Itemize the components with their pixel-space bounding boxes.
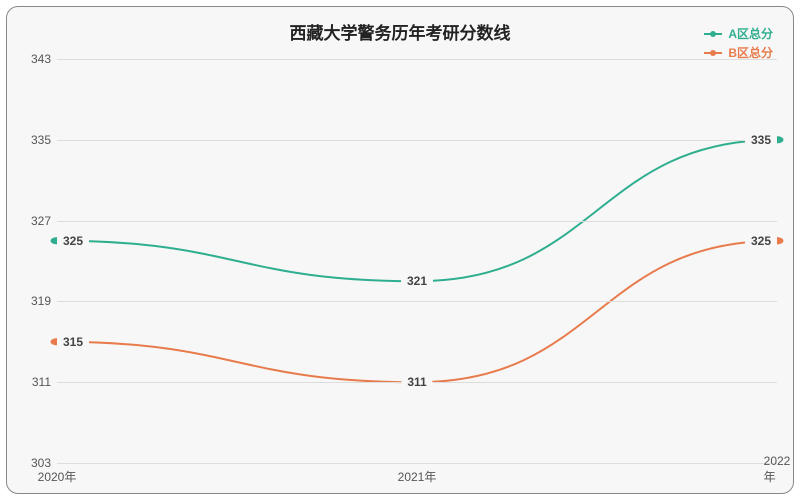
y-axis-label: 319 bbox=[19, 294, 51, 308]
grid-line bbox=[57, 301, 777, 302]
data-label: 315 bbox=[57, 334, 89, 350]
series-line-1 bbox=[57, 241, 777, 382]
data-label: 325 bbox=[745, 233, 777, 249]
chart-title: 西藏大学警务历年考研分数线 bbox=[290, 19, 511, 44]
plot-area: 3033113193273353432020年2021年2022年3253213… bbox=[57, 59, 777, 463]
y-axis-label: 343 bbox=[19, 52, 51, 66]
legend: A区总分 B区总分 bbox=[704, 25, 773, 63]
data-label: 335 bbox=[745, 132, 777, 148]
x-axis-label: 2022年 bbox=[764, 454, 791, 485]
legend-swatch-b bbox=[704, 52, 722, 54]
grid-line bbox=[57, 140, 777, 141]
data-label: 321 bbox=[401, 273, 433, 289]
line-svg bbox=[57, 59, 777, 463]
x-axis-label: 2020年 bbox=[38, 468, 77, 485]
data-label: 325 bbox=[57, 233, 89, 249]
y-axis-label: 311 bbox=[19, 375, 51, 389]
chart-container: 西藏大学警务历年考研分数线 A区总分 B区总分 3033113193273353… bbox=[0, 0, 800, 500]
legend-item-a: A区总分 bbox=[704, 25, 773, 42]
x-axis-label: 2021年 bbox=[398, 468, 437, 485]
legend-swatch-a bbox=[704, 33, 722, 35]
series-line-0 bbox=[57, 140, 777, 281]
legend-label-a: A区总分 bbox=[728, 25, 773, 42]
chart-inner: 西藏大学警务历年考研分数线 A区总分 B区总分 3033113193273353… bbox=[6, 6, 794, 494]
grid-line bbox=[57, 221, 777, 222]
y-axis-label: 327 bbox=[19, 214, 51, 228]
grid-line bbox=[57, 59, 777, 60]
data-label: 311 bbox=[401, 374, 432, 390]
grid-line bbox=[57, 463, 777, 464]
y-axis-label: 335 bbox=[19, 133, 51, 147]
